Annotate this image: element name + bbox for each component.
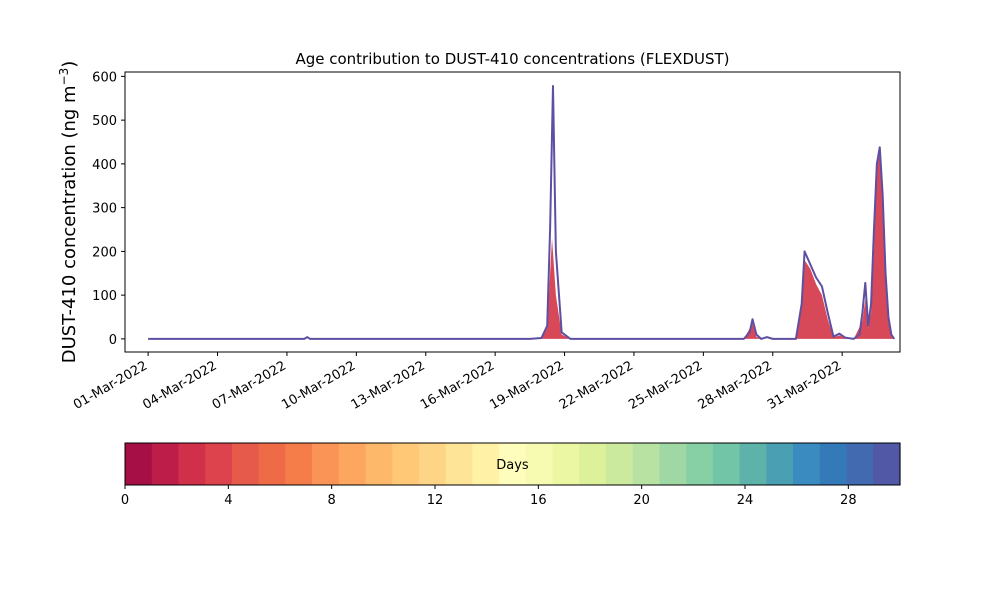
y-axis-label-end: )	[59, 61, 80, 68]
y-tick-label: 400	[92, 158, 117, 173]
plot-area	[124, 71, 901, 353]
colorbar-segment	[712, 443, 741, 485]
age-contribution-area	[541, 155, 895, 339]
colorbar-segment	[312, 443, 340, 485]
colorbar-tick-label: 20	[633, 493, 650, 508]
y-axis-label-superscript: −3	[57, 68, 71, 86]
colorbar-segment	[338, 443, 367, 485]
colorbar-segment	[739, 443, 767, 485]
colorbar-segment	[445, 443, 474, 485]
colorbar-tick-label: 4	[224, 493, 232, 508]
colorbar-segment	[659, 443, 687, 485]
colorbar-segment	[125, 443, 153, 485]
total-concentration-line	[148, 85, 896, 340]
colorbar-segment	[525, 443, 554, 485]
plot-frame	[124, 71, 901, 353]
y-tick-label: 200	[92, 245, 117, 260]
colorbar-tick-label: 28	[840, 493, 857, 508]
colorbar-segment	[258, 443, 286, 485]
y-tick-label: 500	[92, 114, 117, 129]
y-tick-label: 300	[92, 202, 117, 217]
y-axis-label: DUST-410 concentration (ng m−3)	[57, 61, 80, 364]
colorbar-segment	[873, 443, 901, 485]
colorbar-tick-label: 8	[328, 493, 336, 508]
colorbar-segment	[178, 443, 206, 485]
colorbar-segment	[418, 443, 447, 485]
colorbar-label: Days	[496, 458, 529, 473]
colorbar-tick-label: 12	[427, 493, 444, 508]
colorbar-segment	[472, 443, 500, 485]
colorbar-segment	[606, 443, 634, 485]
colorbar-segment	[231, 443, 260, 485]
colorbar-segment	[632, 443, 661, 485]
y-axis-label-main: DUST-410 concentration (ng m	[59, 85, 80, 363]
colorbar-segment	[552, 443, 580, 485]
colorbar-segment	[285, 443, 313, 485]
colorbar-segment	[793, 443, 821, 485]
colorbar-tick-label: 16	[530, 493, 547, 508]
colorbar-segment	[766, 443, 794, 485]
colorbar-segment	[365, 443, 393, 485]
y-tick-label: 600	[92, 70, 117, 85]
colorbar-segment	[579, 443, 607, 485]
chart-title: Age contribution to DUST-410 concentrati…	[295, 50, 729, 68]
colorbar-segment	[819, 443, 848, 485]
colorbar-frame	[124, 442, 901, 486]
y-tick-label: 0	[109, 333, 117, 348]
colorbar-segment	[151, 443, 180, 485]
colorbar-ticks: 0 4 8 12 16 20 24 28	[121, 485, 857, 508]
y-axis: 0 100 200 300 400 500 600	[92, 70, 125, 348]
colorbar-tick-label: 24	[737, 493, 754, 508]
colorbar-segment	[392, 443, 420, 485]
colorbar-segment	[499, 443, 527, 485]
colorbar-segment	[686, 443, 714, 485]
colorbar-segment	[205, 443, 233, 485]
colorbar-segment	[846, 443, 874, 485]
colorbar-tick-label: 0	[121, 493, 129, 508]
colorbar	[124, 442, 901, 486]
y-tick-label: 100	[92, 289, 117, 304]
